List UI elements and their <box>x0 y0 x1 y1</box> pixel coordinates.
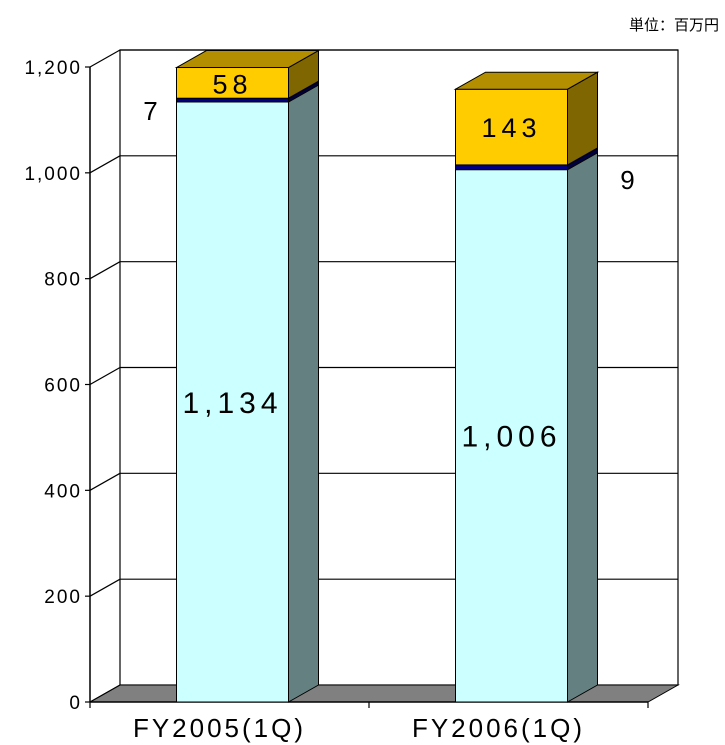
gridline-side <box>89 472 121 491</box>
gridline-side <box>89 684 121 703</box>
data-label: 1,134 <box>182 387 282 420</box>
y-tick-label: 200 <box>44 587 82 608</box>
bar <box>455 164 568 171</box>
x-tick-label: FY2006(1Q) <box>412 713 585 743</box>
labels: 1,134 7 58 FY2005(1Q) 1,006 9 143 FY2006(1Q) <box>133 70 635 743</box>
bar-top <box>174 50 321 69</box>
gridline-side <box>89 155 121 174</box>
y-tick-label: 1,000 <box>24 164 82 185</box>
y-tick-label: 0 <box>69 693 82 714</box>
gridline-side <box>89 261 121 280</box>
bar-stack <box>174 49 321 703</box>
gridline-side <box>89 366 121 386</box>
x-tick-label: FY2005(1Q) <box>133 713 306 743</box>
data-label: 1,006 <box>461 421 561 454</box>
y-tick-label: 400 <box>44 481 82 502</box>
bar-stack <box>453 71 600 703</box>
y-tick-label: 600 <box>44 376 82 397</box>
gridline-side <box>89 49 121 68</box>
unit-label: 単位：百万円 <box>628 16 719 34</box>
y-tick-label: 800 <box>44 270 82 291</box>
bar-side <box>288 84 319 703</box>
data-label: 9 <box>620 165 634 195</box>
gridline-side <box>89 578 121 597</box>
data-label: 143 <box>481 113 541 143</box>
data-label: 7 <box>143 96 157 126</box>
y-tick-label: 1,200 <box>24 58 82 79</box>
bars <box>174 49 600 703</box>
bar-side <box>567 151 598 703</box>
bar-top <box>453 71 600 90</box>
bar <box>455 88 568 166</box>
bar <box>176 67 289 99</box>
data-label: 58 <box>212 70 252 100</box>
